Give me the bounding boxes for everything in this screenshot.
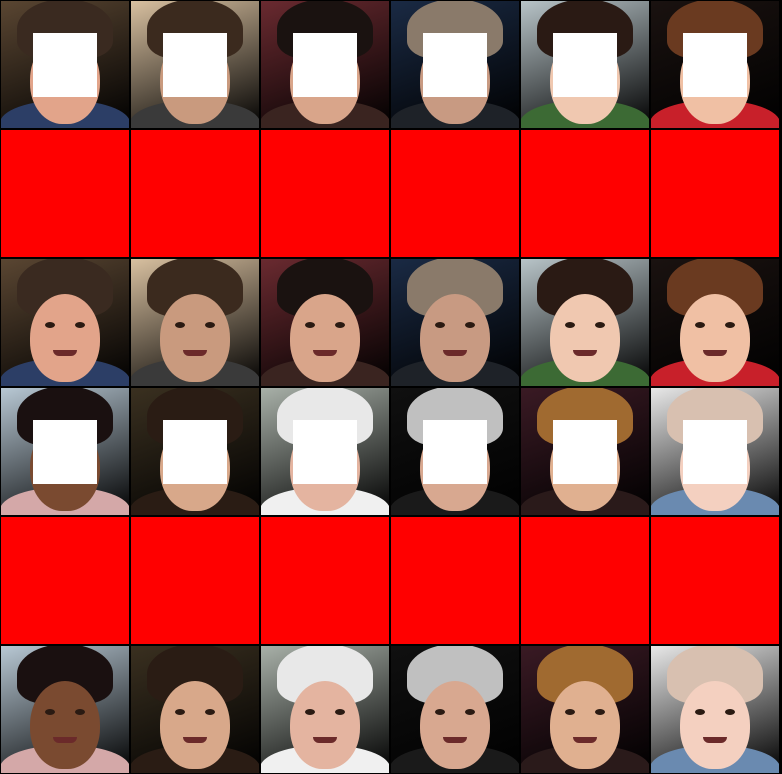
original-photo-woman-strawberry xyxy=(521,259,649,386)
red-placeholder-tile xyxy=(131,130,259,257)
eyes xyxy=(565,322,605,329)
red-placeholder-tile xyxy=(651,130,779,257)
masked-photo-woman-strawberry xyxy=(521,1,649,128)
original-photo-elderly-man xyxy=(261,646,389,773)
white-mask-square xyxy=(293,33,357,97)
red-placeholder-tile xyxy=(261,517,389,644)
original-photo-baby-bib xyxy=(651,259,779,386)
white-mask-square xyxy=(683,420,747,484)
white-mask-square xyxy=(553,420,617,484)
mouth xyxy=(443,736,467,743)
eyes xyxy=(175,709,215,716)
original-photo-older-man xyxy=(391,259,519,386)
mouth xyxy=(53,736,77,743)
mouth xyxy=(183,349,207,356)
masked-photo-girl-long-hair xyxy=(131,388,259,515)
face xyxy=(420,680,490,769)
white-mask-square xyxy=(163,33,227,97)
face xyxy=(680,680,750,769)
masked-photo-older-man xyxy=(391,1,519,128)
original-photo-man-glasses xyxy=(1,259,129,386)
original-photo-woman-bangs xyxy=(521,646,649,773)
original-photo-baby-blue-eyes xyxy=(651,646,779,773)
mouth xyxy=(703,349,727,356)
red-placeholder-tile xyxy=(261,130,389,257)
eyes xyxy=(305,322,345,329)
eyes xyxy=(435,322,475,329)
white-mask-square xyxy=(423,420,487,484)
red-placeholder-tile xyxy=(1,130,129,257)
white-mask-square xyxy=(33,33,97,97)
white-mask-square xyxy=(553,33,617,97)
original-photo-man-beard xyxy=(131,259,259,386)
eyes xyxy=(45,709,85,716)
red-placeholder-tile xyxy=(391,130,519,257)
masked-photo-baby-blue-eyes xyxy=(651,388,779,515)
original-photo-girl-dark-skin xyxy=(1,646,129,773)
mouth xyxy=(313,736,337,743)
mouth xyxy=(573,349,597,356)
red-placeholder-tile xyxy=(521,517,649,644)
original-photo-man-hood xyxy=(391,646,519,773)
masked-photo-baby-bib xyxy=(651,1,779,128)
eyes xyxy=(435,709,475,716)
masked-photo-woman-bangs xyxy=(521,388,649,515)
mouth xyxy=(443,349,467,356)
red-placeholder-tile xyxy=(651,517,779,644)
red-placeholder-tile xyxy=(131,517,259,644)
face xyxy=(160,680,230,769)
white-mask-square xyxy=(683,33,747,97)
mouth xyxy=(313,349,337,356)
white-mask-square xyxy=(293,420,357,484)
eyes xyxy=(45,322,85,329)
masked-photo-elderly-man xyxy=(261,388,389,515)
face xyxy=(160,293,230,382)
face xyxy=(680,293,750,382)
masked-photo-man-hood xyxy=(391,388,519,515)
white-mask-square xyxy=(163,420,227,484)
eyes xyxy=(695,709,735,716)
red-placeholder-tile xyxy=(391,517,519,644)
mouth xyxy=(183,736,207,743)
eyes xyxy=(695,322,735,329)
face xyxy=(420,293,490,382)
white-mask-square xyxy=(423,33,487,97)
masked-photo-woman-smiling xyxy=(261,1,389,128)
original-photo-woman-smiling xyxy=(261,259,389,386)
mouth xyxy=(573,736,597,743)
red-placeholder-tile xyxy=(521,130,649,257)
masked-photo-girl-dark-skin xyxy=(1,388,129,515)
white-mask-square xyxy=(33,420,97,484)
mouth xyxy=(53,349,77,356)
face xyxy=(290,293,360,382)
masked-photo-man-glasses xyxy=(1,1,129,128)
mouth xyxy=(703,736,727,743)
face xyxy=(550,680,620,769)
face xyxy=(550,293,620,382)
original-photo-girl-long-hair xyxy=(131,646,259,773)
face xyxy=(30,680,100,769)
red-placeholder-tile xyxy=(1,517,129,644)
eyes xyxy=(565,709,605,716)
eyes xyxy=(175,322,215,329)
masked-photo-man-beard xyxy=(131,1,259,128)
eyes xyxy=(305,709,345,716)
face xyxy=(290,680,360,769)
face xyxy=(30,293,100,382)
